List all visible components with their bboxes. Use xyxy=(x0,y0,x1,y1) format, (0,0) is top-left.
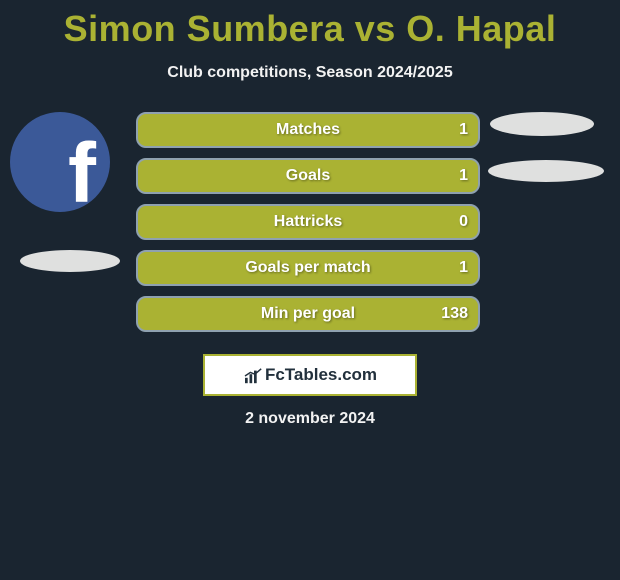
player-avatar-left: f xyxy=(10,112,110,212)
stat-row: Min per goal 138 xyxy=(136,296,480,332)
stat-value: 1 xyxy=(459,167,468,185)
stat-value: 138 xyxy=(441,305,468,323)
chart-bar-icon xyxy=(243,367,263,383)
stat-value: 1 xyxy=(459,121,468,139)
match-marker-bubble-1 xyxy=(490,112,594,136)
facebook-f-icon: f xyxy=(68,125,96,212)
player-label-bubble-left xyxy=(20,250,120,272)
stat-value: 1 xyxy=(459,259,468,277)
stat-row: Goals 1 xyxy=(136,158,480,194)
comparison-subtitle: Club competitions, Season 2024/2025 xyxy=(0,64,620,82)
stat-label: Goals xyxy=(286,167,330,185)
match-marker-bubble-2 xyxy=(488,160,604,182)
snapshot-date: 2 november 2024 xyxy=(0,410,620,428)
brand-text: FcTables.com xyxy=(265,365,377,385)
stat-row: Hattricks 0 xyxy=(136,204,480,240)
stat-label: Goals per match xyxy=(245,259,370,277)
stat-label: Min per goal xyxy=(261,305,355,323)
stat-label: Hattricks xyxy=(274,213,342,231)
brand-badge[interactable]: FcTables.com xyxy=(203,354,417,396)
stat-value: 0 xyxy=(459,213,468,231)
comparison-title: Simon Sumbera vs O. Hapal xyxy=(0,0,620,50)
stat-row: Matches 1 xyxy=(136,112,480,148)
stat-row: Goals per match 1 xyxy=(136,250,480,286)
stats-chart: f Matches 1 Goals 1 Hattricks 0 Goals per matc… xyxy=(0,112,620,352)
stat-label: Matches xyxy=(276,121,340,139)
